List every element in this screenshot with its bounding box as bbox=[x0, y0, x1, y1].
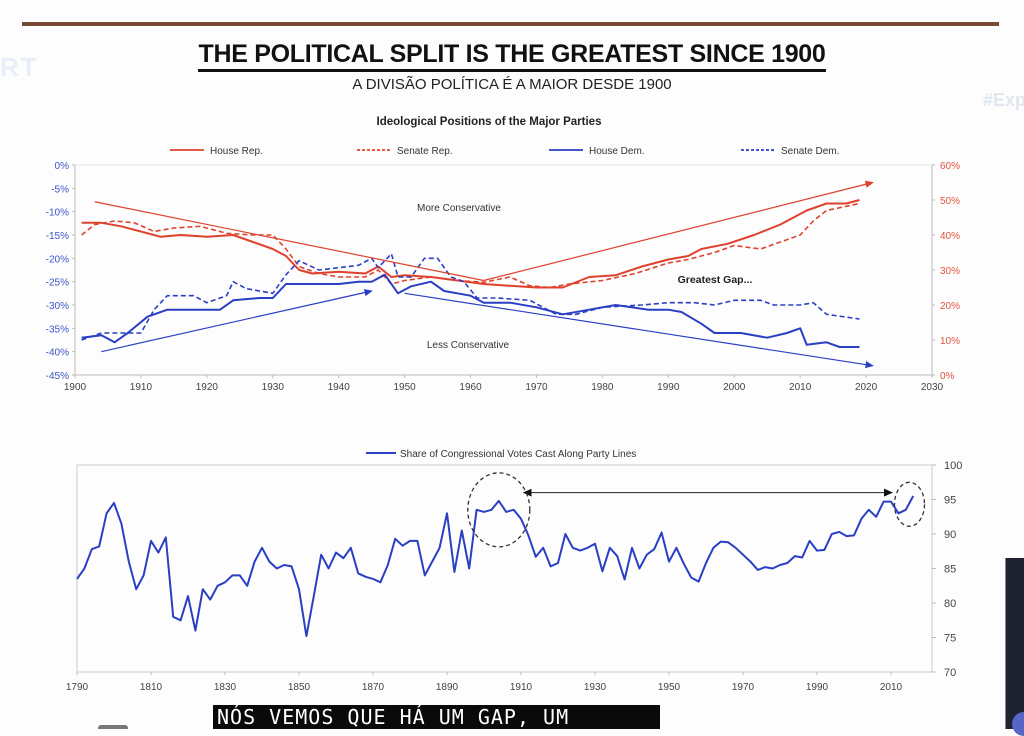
top-chart-title: Ideological Positions of the Major Parti… bbox=[377, 116, 602, 128]
party-line-votes-chart: Share of Congressional Votes Cast Along … bbox=[66, 449, 962, 693]
left-tick-label: -40% bbox=[46, 348, 69, 359]
left-tick-label: -10% bbox=[46, 208, 69, 219]
hashtag-overlay: #Exp bbox=[983, 90, 1024, 110]
x-tick-label-1910: 1910 bbox=[130, 382, 153, 393]
x-tick-label-1990: 1990 bbox=[806, 682, 829, 693]
x-tick-label-2010: 2010 bbox=[880, 682, 903, 693]
x-tick-label-1790: 1790 bbox=[66, 682, 89, 693]
series-line-party-lines bbox=[76, 495, 915, 638]
legend-label-senate-dem: Senate Dem. bbox=[781, 146, 839, 157]
x-tick-label-2030: 2030 bbox=[921, 382, 944, 393]
annotation-greatest-gap: Greatest Gap... bbox=[678, 274, 753, 286]
right-tick-label: 0% bbox=[940, 371, 955, 382]
y-tick-label-85: 85 bbox=[944, 564, 956, 576]
legend-label-house-rep: House Rep. bbox=[210, 146, 263, 157]
legend-label-house-dem: House Dem. bbox=[589, 146, 645, 157]
left-tick-label: -45% bbox=[46, 371, 69, 382]
left-tick-label: -20% bbox=[46, 254, 69, 265]
y-tick-label-95: 95 bbox=[944, 495, 956, 507]
right-tick-label: 40% bbox=[940, 231, 960, 242]
right-tick-label: 50% bbox=[940, 196, 960, 207]
right-tick-label: 10% bbox=[940, 336, 960, 347]
right-tick-label: 30% bbox=[940, 266, 960, 277]
series-line-house-rep bbox=[81, 199, 860, 289]
top-series bbox=[81, 199, 860, 348]
presenter-avatar bbox=[1012, 712, 1024, 736]
annotation-more-conservative: More Conservative bbox=[417, 203, 501, 214]
series-line-senate-dem bbox=[81, 252, 860, 341]
x-tick-label-1830: 1830 bbox=[214, 682, 237, 693]
y-tick-label-90: 90 bbox=[944, 529, 956, 541]
x-tick-label-1940: 1940 bbox=[328, 382, 351, 393]
page-title-text: THE POLITICAL SPLIT IS THE GREATEST SINC… bbox=[198, 40, 826, 72]
x-tick-label-1870: 1870 bbox=[362, 682, 385, 693]
top-legend: House Rep. Senate Rep. House Dem. Senate De… bbox=[170, 146, 839, 157]
x-tick-label-1900: 1900 bbox=[64, 382, 87, 393]
subtitle-caption: NÓS VEMOS QUE HÁ UM GAP, UM bbox=[213, 705, 660, 729]
x-tick-label-2010: 2010 bbox=[789, 382, 812, 393]
y-tick-label-80: 80 bbox=[944, 598, 956, 610]
x-tick-label-1960: 1960 bbox=[459, 382, 482, 393]
left-tick-label: 0% bbox=[55, 161, 70, 172]
x-tick-label-1910: 1910 bbox=[510, 682, 533, 693]
x-tick-label-1810: 1810 bbox=[140, 682, 163, 693]
x-tick-label-1930: 1930 bbox=[262, 382, 285, 393]
top-axes: 1900 1910 1920 1930 1940 1950 1960 1970 1980 1990… bbox=[46, 161, 960, 393]
left-tick-label: -30% bbox=[46, 301, 69, 312]
webcam-overlay bbox=[1005, 558, 1024, 729]
legend-label-senate-rep: Senate Rep. bbox=[397, 146, 453, 157]
trend-arrow-dem-decline bbox=[404, 292, 874, 369]
x-tick-label-1980: 1980 bbox=[591, 382, 614, 393]
page-title: THE POLITICAL SPLIT IS THE GREATEST SINC… bbox=[0, 40, 1024, 72]
channel-logo: RT bbox=[0, 52, 39, 82]
x-tick-label-1950: 1950 bbox=[393, 382, 416, 393]
y-tick-label-70: 70 bbox=[944, 667, 956, 679]
x-tick-label-1920: 1920 bbox=[196, 382, 219, 393]
bottom-series bbox=[76, 495, 915, 638]
x-tick-label-2020: 2020 bbox=[855, 382, 878, 393]
header-rule bbox=[22, 22, 999, 26]
highlight-circle-1 bbox=[467, 472, 531, 548]
series-line-senate-rep bbox=[81, 202, 860, 289]
legend-label-party-lines: Share of Congressional Votes Cast Along … bbox=[400, 449, 636, 460]
page-subtitle: A DIVISÃO POLÍTICA É A MAIOR DESDE 1900 bbox=[352, 76, 672, 93]
trend-arrow-rep-rise bbox=[483, 180, 874, 282]
left-tick-label: -25% bbox=[46, 278, 69, 289]
x-tick-label-2000: 2000 bbox=[723, 382, 746, 393]
y-tick-label-75: 75 bbox=[944, 633, 956, 645]
trend-arrow-dem-rise bbox=[101, 289, 373, 353]
x-tick-label-1930: 1930 bbox=[584, 682, 607, 693]
right-tick-label: 20% bbox=[940, 301, 960, 312]
highlight-circle-2 bbox=[893, 481, 926, 527]
ideology-chart: Ideological Positions of the Major Parti… bbox=[46, 116, 960, 393]
annotation-less-conservative: Less Conservative bbox=[427, 340, 510, 351]
plot-frame bbox=[76, 464, 933, 673]
bottom-axes: 1790 1810 1830 1850 1870 1890 1910 1930 1950 1970… bbox=[66, 460, 962, 693]
left-tick-label: -15% bbox=[46, 231, 69, 242]
series-line-house-dem bbox=[81, 273, 860, 348]
left-tick-label: -5% bbox=[51, 184, 69, 195]
top-trend-arrows bbox=[94, 180, 874, 369]
left-tick-label: -35% bbox=[46, 324, 69, 335]
x-tick-label-1970: 1970 bbox=[732, 682, 755, 693]
trend-arrow-rep-decline bbox=[94, 201, 484, 282]
player-control-stub[interactable] bbox=[98, 725, 128, 729]
x-tick-label-1990: 1990 bbox=[657, 382, 680, 393]
y-tick-label-100: 100 bbox=[944, 460, 962, 472]
bottom-legend: Share of Congressional Votes Cast Along … bbox=[366, 449, 636, 460]
right-tick-label: 60% bbox=[940, 161, 960, 172]
x-tick-label-1950: 1950 bbox=[658, 682, 681, 693]
bottom-annotations bbox=[467, 472, 926, 548]
x-tick-label-1850: 1850 bbox=[288, 682, 311, 693]
x-tick-label-1970: 1970 bbox=[525, 382, 548, 393]
x-tick-label-1890: 1890 bbox=[436, 682, 459, 693]
